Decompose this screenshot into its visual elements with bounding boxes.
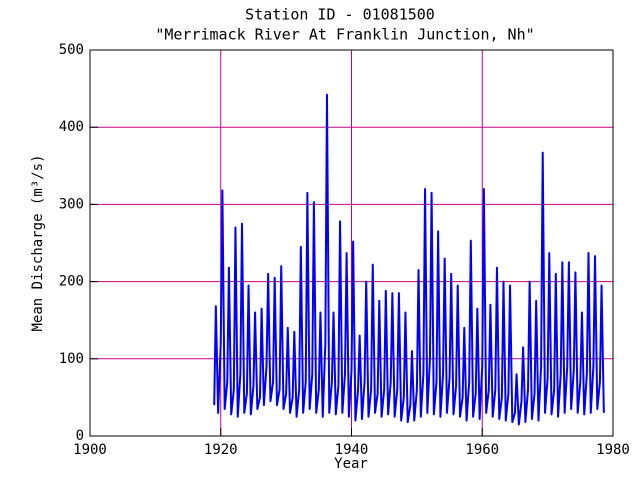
y-tick-label: 0 (76, 428, 84, 444)
x-tick-label: 1960 (465, 442, 499, 458)
y-tick-label: 100 (59, 351, 84, 367)
y-tick-label: 300 (59, 196, 84, 212)
x-tick-label: 1900 (73, 442, 107, 458)
y-tick-label: 400 (59, 119, 84, 135)
plot-frame (89, 49, 614, 437)
y-tick-label: 500 (59, 42, 84, 58)
chart-title: Station ID - 01081500 (245, 6, 435, 24)
x-tick-label: 1980 (596, 442, 630, 458)
x-tick-label: 1940 (335, 442, 369, 458)
y-axis-label: Mean Discharge (m³/s) (30, 154, 46, 331)
y-tick-label: 200 (59, 274, 84, 290)
x-tick-label: 1920 (204, 442, 238, 458)
x-axis-label: Year (334, 456, 368, 472)
chart-subtitle: "Merrimack River At Franklin Junction, N… (155, 26, 534, 44)
data-line (213, 93, 605, 426)
